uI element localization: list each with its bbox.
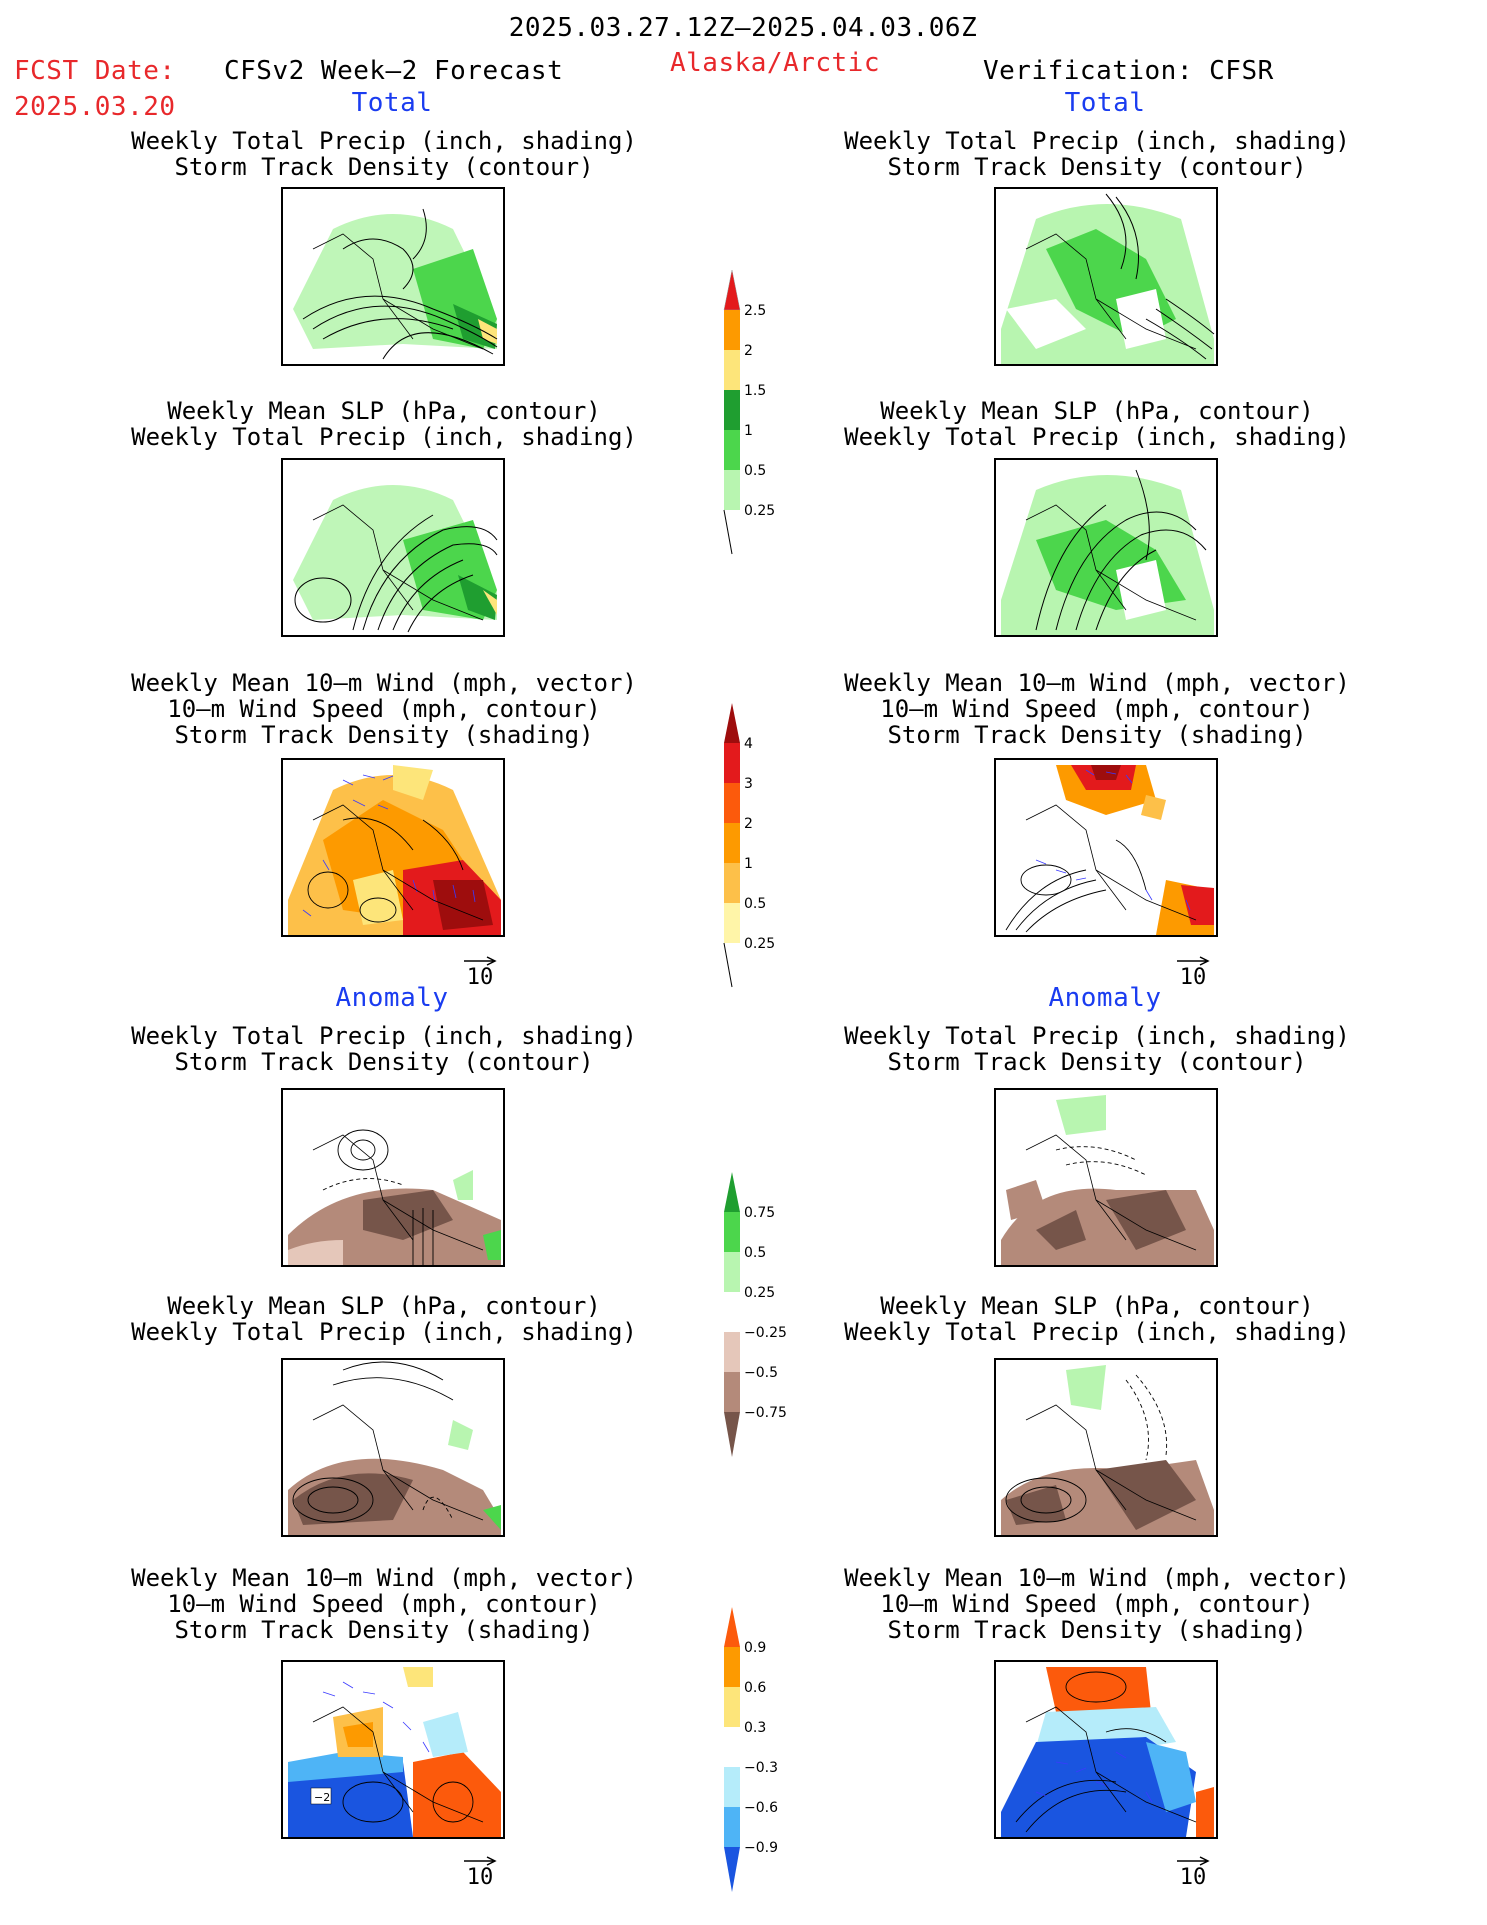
colorbar-box bbox=[724, 1647, 740, 1687]
colorbar-box bbox=[724, 310, 740, 350]
colorbar-label: −0.75 bbox=[744, 1405, 787, 1421]
map-verif-anom-precip bbox=[994, 1088, 1218, 1267]
colorbar-label: 4 bbox=[744, 736, 753, 752]
colorbar-label: −0.9 bbox=[744, 1840, 778, 1856]
colorbar-box bbox=[724, 863, 740, 903]
colorbar-box bbox=[724, 1767, 740, 1807]
colorbar-label: 1 bbox=[744, 423, 753, 439]
colorbar-cap-top bbox=[724, 703, 740, 743]
map-verif-total-precip bbox=[994, 187, 1218, 366]
colorbar-box bbox=[724, 743, 740, 783]
colorbar-box bbox=[724, 1687, 740, 1727]
colorbar-cap-top bbox=[724, 1172, 740, 1212]
colorbar-box bbox=[724, 903, 740, 943]
colorbar-cap-bottom bbox=[724, 1847, 740, 1892]
colorbar-box bbox=[724, 1807, 740, 1847]
vector-ref-verif-total: 10 bbox=[1168, 955, 1218, 989]
vector-ref-label: 10 bbox=[1179, 1865, 1207, 1890]
colorbar-cap-bottom bbox=[724, 1412, 740, 1457]
title-verif-anom-precip: Weekly Total Precip (inch, shading) Stor… bbox=[844, 1022, 1350, 1076]
map-verif-total-wind bbox=[994, 758, 1218, 937]
colorbar-box bbox=[724, 783, 740, 823]
title-verif-total-slp: Weekly Mean SLP (hPa, contour) Weekly To… bbox=[844, 397, 1350, 451]
vector-ref-verif-anom: 10 bbox=[1168, 1855, 1218, 1889]
colorbar-box bbox=[724, 470, 740, 510]
title-fcst-total-precip: Weekly Total Precip (inch, shading) Stor… bbox=[131, 127, 637, 181]
colorbar-cap-top bbox=[723, 269, 741, 311]
fcst-date-label: FCST Date: bbox=[14, 56, 176, 86]
map-fcst-total-wind bbox=[281, 758, 505, 937]
colorbar-label: −0.3 bbox=[744, 1760, 778, 1776]
colorbar-label: 1 bbox=[744, 856, 753, 872]
title-verif-total-wind: Weekly Mean 10–m Wind (mph, vector) 10–m… bbox=[844, 669, 1350, 749]
title-fcst-total-slp: Weekly Mean SLP (hPa, contour) Weekly To… bbox=[131, 397, 637, 451]
colorbar-box bbox=[724, 1727, 740, 1767]
map-verif-anom-slp bbox=[994, 1358, 1218, 1537]
vector-ref-fcst-total: 10 bbox=[455, 955, 505, 989]
map-fcst-total-precip bbox=[281, 187, 505, 366]
title-verif-anom-slp: Weekly Mean SLP (hPa, contour) Weekly To… bbox=[844, 1292, 1350, 1346]
title-verif-total-precip: Weekly Total Precip (inch, shading) Stor… bbox=[844, 127, 1350, 181]
colorbar-label: 0.25 bbox=[744, 1285, 775, 1301]
colorbar-cap-top bbox=[724, 1607, 740, 1647]
map-label-minus2: −2 bbox=[314, 1791, 330, 1804]
vector-ref-label: 10 bbox=[466, 1865, 494, 1890]
map-fcst-total-slp bbox=[281, 458, 505, 637]
vector-ref-label: 10 bbox=[466, 965, 494, 990]
colorbar-label: −0.6 bbox=[744, 1800, 778, 1816]
vector-ref-fcst-anom: 10 bbox=[455, 1855, 505, 1889]
title-fcst-anom-slp: Weekly Mean SLP (hPa, contour) Weekly To… bbox=[131, 1292, 637, 1346]
title-fcst-anom-precip: Weekly Total Precip (inch, shading) Stor… bbox=[131, 1022, 637, 1076]
section-anomaly-left: Anomaly bbox=[335, 983, 449, 1013]
colorbar-label: 0.5 bbox=[744, 463, 766, 479]
colorbar-label: −0.25 bbox=[744, 1325, 787, 1341]
colorbar-box bbox=[724, 1292, 740, 1332]
colorbar-box bbox=[724, 350, 740, 390]
section-total-left: Total bbox=[351, 88, 433, 118]
colorbar-label: 0.6 bbox=[744, 1680, 766, 1696]
map-fcst-anom-wind: −2 bbox=[281, 1660, 505, 1839]
colorbar-label: −0.5 bbox=[744, 1365, 778, 1381]
title-verif-anom-wind: Weekly Mean 10–m Wind (mph, vector) 10–m… bbox=[844, 1564, 1350, 1644]
colorbar-box bbox=[724, 1372, 740, 1412]
colorbar-label: 0.3 bbox=[744, 1720, 766, 1736]
map-fcst-anom-slp bbox=[281, 1358, 505, 1537]
colorbar-label: 0.75 bbox=[744, 1205, 775, 1221]
date-range-title: 2025.03.27.12Z–2025.04.03.06Z bbox=[508, 13, 978, 43]
colorbar-storm-anom: 0.9 0.6 0.3 −0.3 −0.6 −0.9 bbox=[722, 1607, 802, 1896]
map-verif-anom-wind bbox=[994, 1660, 1218, 1839]
colorbar-box bbox=[724, 1332, 740, 1372]
colorbar-label: 3 bbox=[744, 776, 753, 792]
colorbar-label: 0.25 bbox=[744, 503, 775, 519]
colorbar-label: 2 bbox=[744, 816, 753, 832]
verification-title: Verification: CFSR bbox=[983, 56, 1274, 86]
fcst-date-value: 2025.03.20 bbox=[14, 92, 176, 122]
colorbar-box bbox=[724, 1212, 740, 1252]
section-total-right: Total bbox=[1064, 88, 1146, 118]
colorbar-label: 2 bbox=[744, 343, 753, 359]
colorbar-box bbox=[724, 390, 740, 430]
colorbar-precip-anom: 0.75 0.5 0.25 −0.25 −0.5 −0.75 bbox=[722, 1172, 802, 1461]
colorbar-label: 0.9 bbox=[744, 1640, 766, 1656]
section-anomaly-right: Anomaly bbox=[1048, 983, 1162, 1013]
colorbar-label: 0.5 bbox=[744, 896, 766, 912]
title-fcst-anom-wind: Weekly Mean 10–m Wind (mph, vector) 10–m… bbox=[131, 1564, 637, 1644]
title-fcst-total-wind: Weekly Mean 10–m Wind (mph, vector) 10–m… bbox=[131, 669, 637, 749]
colorbar-label: 0.5 bbox=[744, 1245, 766, 1261]
region-title: Alaska/Arctic bbox=[670, 48, 880, 78]
vector-ref-label: 10 bbox=[1179, 965, 1207, 990]
forecast-title: CFSv2 Week–2 Forecast bbox=[224, 56, 564, 86]
colorbar-box bbox=[724, 1252, 740, 1292]
colorbar-label: 2.5 bbox=[744, 303, 766, 319]
colorbar-precip-total: 2.5 2 1.5 1 0.5 0.25 bbox=[722, 269, 792, 559]
colorbar-label: 0.25 bbox=[744, 936, 775, 952]
map-verif-total-slp bbox=[994, 458, 1218, 637]
colorbar-box bbox=[724, 823, 740, 863]
colorbar-storm-total: 4 3 2 1 0.5 0.25 bbox=[722, 703, 792, 992]
colorbar-box bbox=[724, 430, 740, 470]
map-fcst-anom-precip bbox=[281, 1088, 505, 1267]
colorbar-label: 1.5 bbox=[744, 383, 766, 399]
